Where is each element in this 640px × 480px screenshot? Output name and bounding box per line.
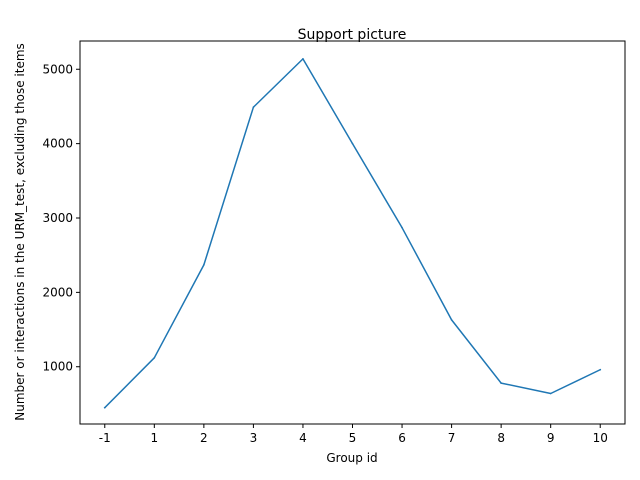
x-axis-label: Group id [326, 451, 377, 465]
x-axis-ticks: -1 1 2 3 4 5 6 7 8 9 10 [99, 424, 608, 445]
plot-frame [79, 40, 626, 425]
x-tick-label: 4 [299, 431, 307, 445]
x-tick-label: 10 [593, 431, 608, 445]
data-point [351, 142, 354, 145]
chart-title: Support picture [298, 27, 407, 43]
series-layer [103, 58, 602, 409]
data-point [549, 392, 552, 395]
x-tick-label: 6 [398, 431, 406, 445]
data-point [500, 382, 502, 384]
y-tick-label: 2000 [42, 285, 73, 299]
data-point [103, 406, 106, 409]
x-tick-label: 2 [200, 431, 208, 445]
x-tick-label: 5 [349, 431, 357, 445]
x-tick-label: 7 [448, 431, 456, 445]
x-tick-label: 3 [250, 431, 258, 445]
data-point [203, 264, 205, 266]
data-point [450, 319, 453, 321]
y-tick-label: 5000 [42, 62, 73, 76]
x-tick-label: 9 [547, 431, 555, 445]
y-axis-label: Number or interactions in the URM_test, … [13, 43, 27, 421]
x-tick-label: 1 [150, 431, 158, 445]
plot-background [80, 41, 625, 424]
y-tick-label: 1000 [42, 360, 73, 374]
y-tick-label: 3000 [42, 211, 73, 225]
x-tick-label: 8 [497, 431, 505, 445]
data-point [252, 106, 255, 108]
y-axis-ticks: 1000 2000 3000 4000 5000 [42, 62, 80, 374]
data-point [599, 368, 602, 371]
data-point [153, 357, 156, 359]
data-point [302, 58, 304, 60]
y-tick-label: 4000 [42, 137, 73, 151]
x-tick-label: -1 [99, 431, 111, 445]
data-point [401, 226, 403, 229]
